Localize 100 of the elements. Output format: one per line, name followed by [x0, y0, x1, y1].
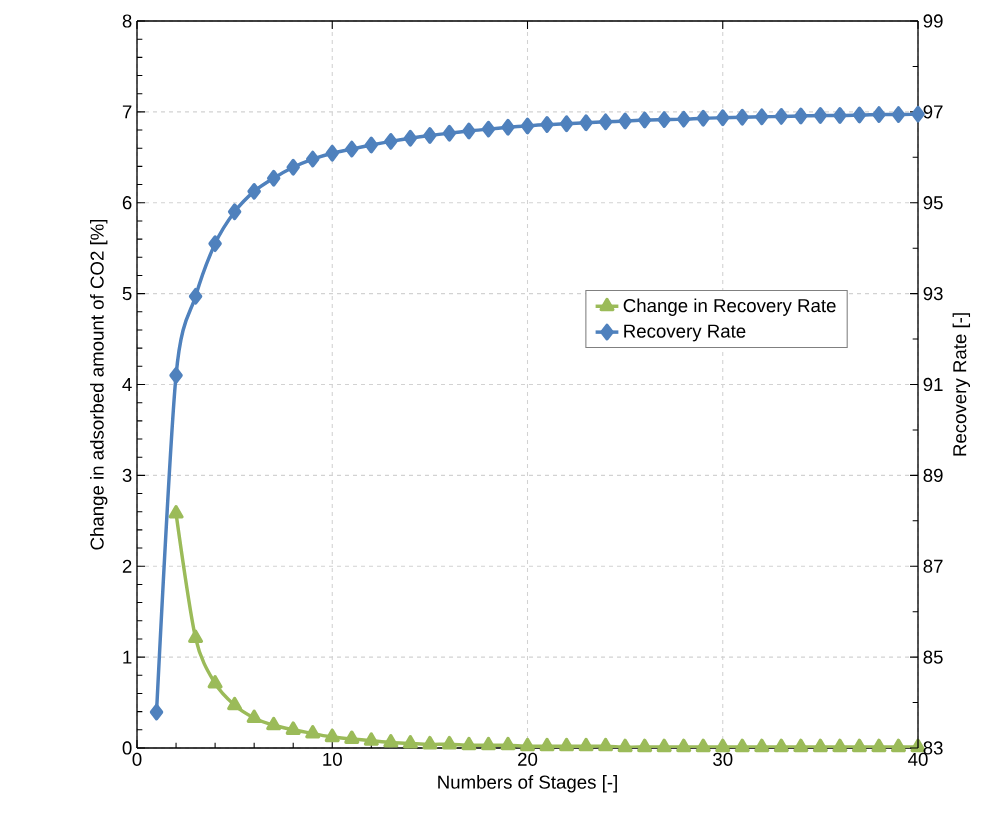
point: [891, 106, 906, 123]
point: [637, 111, 652, 129]
point: [852, 106, 867, 124]
y2-tick-label: 87: [923, 559, 943, 573]
point: [559, 115, 574, 133]
point: [598, 113, 613, 131]
point: [793, 738, 809, 753]
point: [441, 735, 457, 750]
y2-tick-label: 89: [923, 468, 943, 482]
point: [851, 738, 867, 753]
legend-label: Change in Recovery Rate: [623, 298, 836, 316]
x-tick-label: 10: [323, 752, 342, 766]
point: [422, 735, 438, 750]
point: [578, 737, 594, 752]
point: [305, 150, 320, 168]
point: [617, 738, 633, 753]
point: [344, 730, 360, 744]
x-tick-label: 20: [518, 752, 538, 766]
point: [462, 122, 476, 140]
point: [540, 116, 554, 133]
point: [461, 736, 477, 751]
point: [812, 738, 828, 753]
x-tick-label: 0: [132, 752, 142, 766]
y2-tick-label: 95: [923, 196, 943, 210]
point: [890, 738, 906, 753]
point: [423, 127, 437, 144]
point: [364, 136, 379, 154]
point: [696, 109, 710, 127]
point: [481, 120, 496, 138]
y-tick-label: 6: [122, 196, 132, 210]
y-tick-label: 2: [122, 559, 132, 573]
point: [754, 738, 770, 753]
point: [266, 716, 282, 731]
point: [676, 738, 692, 753]
point: [833, 107, 847, 124]
point: [755, 108, 769, 126]
point: [598, 737, 614, 752]
point: [656, 738, 672, 753]
y-tick-label: 3: [122, 468, 132, 482]
y-tick-label: 1: [123, 650, 132, 664]
legend-label: Recovery Rate: [624, 324, 746, 342]
point: [637, 738, 653, 753]
point: [734, 738, 750, 753]
point: [480, 736, 496, 751]
point: [325, 144, 339, 162]
point: [657, 111, 671, 128]
y-tick-label: 7: [122, 105, 132, 119]
point: [442, 124, 457, 142]
x-tick-label: 30: [713, 752, 733, 766]
point: [207, 675, 223, 689]
point: [715, 738, 731, 753]
point: [872, 106, 886, 123]
y-tick-label: 0: [122, 741, 132, 755]
x-axis-title: Numbers of Stages [-]: [438, 775, 617, 793]
point: [285, 721, 301, 735]
point: [519, 737, 536, 752]
point: [618, 112, 632, 130]
point: [716, 109, 730, 127]
point: [773, 738, 789, 753]
y2-tick-label: 97: [923, 105, 943, 119]
point: [539, 737, 555, 752]
point: [403, 129, 418, 147]
point: [324, 728, 340, 743]
point: [345, 140, 359, 158]
y2-tick-label: 91: [923, 377, 943, 392]
y2-axis-title: Recovery Rate [-]: [952, 313, 971, 456]
point: [208, 235, 222, 253]
point: [169, 366, 183, 384]
y2-tick-label: 93: [923, 286, 943, 301]
y2-tick-label: 85: [923, 650, 943, 664]
point: [871, 738, 887, 753]
y-tick-label: 8: [122, 14, 132, 28]
y-tick-label: 5: [122, 287, 132, 301]
point: [735, 108, 750, 126]
point: [227, 696, 243, 711]
point: [559, 737, 575, 752]
point: [579, 114, 593, 132]
point: [286, 158, 300, 176]
point: [168, 505, 184, 519]
point: [188, 287, 203, 305]
point: [501, 118, 515, 136]
point: [305, 725, 321, 739]
point: [402, 735, 418, 749]
y2-tick-label: 99: [923, 14, 943, 28]
point: [384, 132, 398, 150]
point: [227, 203, 242, 221]
point: [149, 703, 164, 721]
point: [246, 709, 262, 724]
point: [188, 629, 204, 644]
y-tick-label: 4: [122, 378, 132, 391]
point: [774, 108, 789, 125]
point: [794, 107, 808, 125]
point: [500, 736, 516, 751]
point: [363, 732, 379, 746]
point: [695, 738, 711, 753]
point: [832, 738, 848, 753]
point: [813, 107, 828, 124]
y-axis-title: Change in adsorbed amount of CO2 [%]: [90, 219, 108, 550]
point: [520, 117, 535, 135]
point: [247, 182, 261, 200]
